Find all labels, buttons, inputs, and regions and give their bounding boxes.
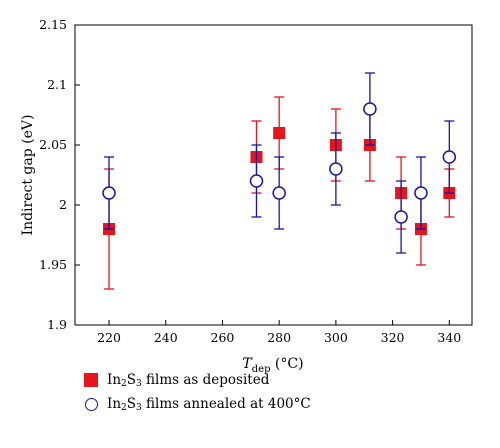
x-tick-label: 340 [437,330,461,345]
x-tick-label: 320 [381,330,405,345]
legend-item-annealed: In2S3 films annealed at 400°C [84,392,311,416]
data-point [273,127,286,139]
data-point [414,186,428,200]
data-point [249,174,264,188]
x-tick-label: 220 [97,330,121,345]
y-tick-label: 2.1 [47,77,67,92]
y-tick-label: 2.15 [39,17,67,32]
y-tick-label: 1.95 [39,257,67,272]
x-tick-label: 260 [211,330,235,345]
legend-label-deposited: In2S3 films as deposited [107,371,270,389]
series-layer [102,72,457,290]
legend-label-annealed: In2S3 films annealed at 400°C [107,395,311,413]
plot-frame [74,24,473,326]
x-tick-label: 300 [324,330,348,345]
data-point [102,186,116,200]
data-point [272,186,286,200]
data-point [442,150,457,164]
x-axis-title-main: T [242,356,253,372]
x-tick-label: 280 [267,330,291,345]
x-tick-label: 240 [154,330,178,345]
data-point [394,210,408,224]
x-axis-title-unit: (°C) [270,356,303,372]
x-axis-title-sub: dep [252,364,271,375]
legend-item-deposited: In2S3 films as deposited [84,368,311,392]
y-tick-label: 2 [59,197,67,212]
square-marker-icon [84,373,98,387]
circle-marker-icon [85,397,98,411]
axis-ticks: 220 240 260 280 300 320 340 1.9 1.95 2 2.05 2.1 2.15 [39,17,461,345]
y-axis-title: Indirect gap (eV) [20,115,36,236]
series-annealed [102,72,457,254]
data-point [329,162,343,176]
x-axis-title: Tdep (°C) [242,356,303,375]
y-tick-label: 2.05 [39,137,67,152]
legend: In2S3 films as deposited In2S3 films ann… [84,368,311,416]
y-tick-label: 1.9 [47,317,67,332]
data-point [363,102,377,116]
